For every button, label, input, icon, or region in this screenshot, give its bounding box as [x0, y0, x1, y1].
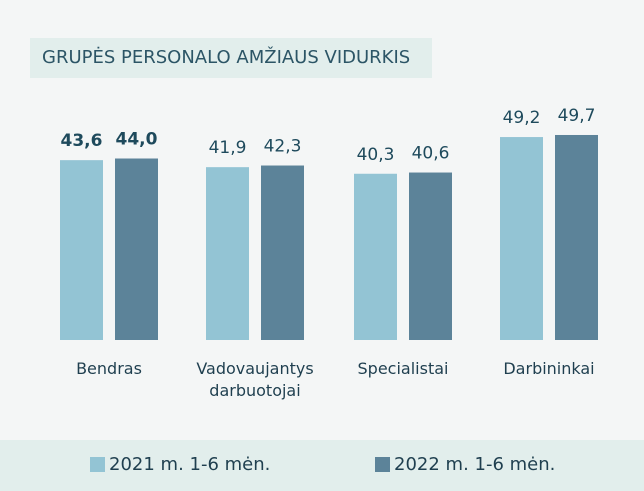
value-label: 40,3: [357, 145, 395, 165]
legend: 2021 m. 1-6 mėn. 2022 m. 1-6 mėn.: [0, 440, 644, 491]
legend-swatch: [90, 457, 105, 472]
bar: [115, 158, 158, 340]
legend-label: 2021 m. 1-6 mėn.: [109, 454, 271, 475]
bar: [354, 173, 397, 340]
value-label: 40,6: [412, 144, 450, 164]
chart-title: GRUPĖS PERSONALO AMŽIAUS VIDURKIS: [30, 38, 433, 78]
value-label: 49,2: [503, 108, 541, 128]
bar: [206, 167, 249, 340]
legend-item: 2022 m. 1-6 mėn.: [375, 454, 555, 475]
plot: 43,6 44,0 41,9 42,3 40,3 40,6 49,2 49,7: [60, 106, 598, 340]
legend-label: 2022 m. 1-6 mėn.: [394, 454, 556, 475]
category-label: Vadovaujantys darbuotojai: [196, 359, 314, 400]
bar: [500, 137, 543, 340]
value-label: 43,6: [61, 131, 103, 151]
category-label: Specialistai: [357, 359, 449, 378]
value-label: 42,3: [264, 137, 302, 157]
bar: [409, 172, 452, 340]
category-label: Bendras: [76, 359, 142, 378]
value-label: 41,9: [209, 138, 247, 158]
value-label: 44,0: [116, 130, 158, 150]
legend-swatch: [375, 457, 390, 472]
bar: [261, 165, 304, 340]
category-label: Darbininkai: [503, 359, 595, 378]
legend-item: 2021 m. 1-6 mėn.: [90, 454, 270, 475]
bar: [60, 160, 103, 340]
value-label: 49,7: [558, 106, 596, 126]
bar: [555, 134, 598, 340]
